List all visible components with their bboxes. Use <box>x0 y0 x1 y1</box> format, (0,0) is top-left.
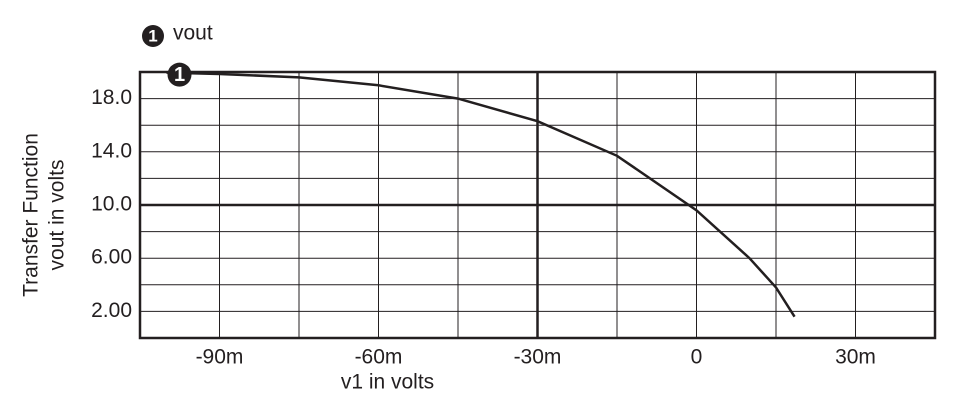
plot-frame <box>138 70 937 340</box>
x-tick-label: 30m <box>835 346 876 369</box>
x-tick-label: -90m <box>196 346 244 369</box>
y-tick-label: 14.0 <box>91 139 132 162</box>
y-axis-label: Transfer Function <box>20 133 43 297</box>
x-tick-label: 0 <box>691 346 703 369</box>
y-axis-label: vout in volts <box>46 160 69 271</box>
y-tick-label: 10.0 <box>91 193 132 216</box>
y-tick-label: 6.00 <box>91 246 132 269</box>
x-tick-label: -60m <box>355 346 403 369</box>
series-line <box>166 71 796 318</box>
x-axis-label: v1 in volts <box>341 371 434 394</box>
series-marker <box>167 62 192 87</box>
series-marker-label: 1 <box>148 26 157 45</box>
y-tick-label: 18.0 <box>91 86 132 109</box>
legend-label: vout <box>173 22 213 45</box>
x-tick-label: -30m <box>514 346 562 369</box>
y-tick-label: 2.00 <box>91 299 132 322</box>
series-marker-label: 1 <box>174 64 185 86</box>
series-marker <box>142 25 164 47</box>
